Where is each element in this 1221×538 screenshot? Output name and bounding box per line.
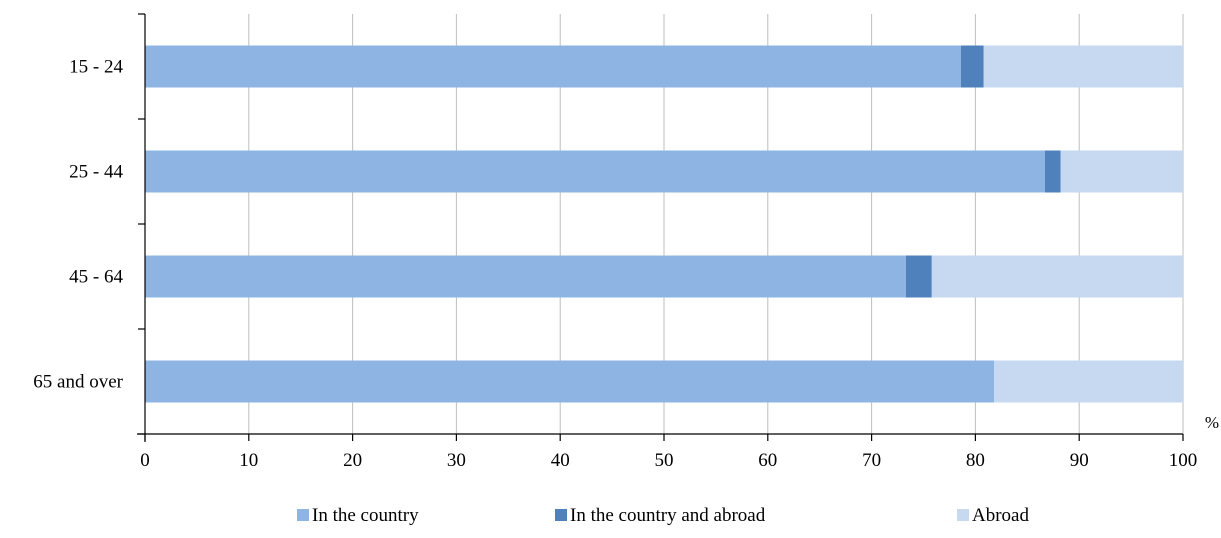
legend: In the country In the country and abroad A… (297, 505, 1029, 526)
bar-segment (960, 45, 984, 88)
x-tick-label: 0 (140, 450, 150, 471)
x-tick-label: 40 (551, 450, 570, 471)
x-tick-labels: 0 10 20 30 40 50 60 70 80 90 100 (140, 434, 1197, 471)
legend-label: In the country (312, 505, 419, 526)
x-tick-label: 20 (343, 450, 362, 471)
bar-segment (145, 360, 995, 403)
bar-segment (905, 255, 932, 298)
y-category-label: 65 and over (33, 372, 123, 393)
x-tick-label: 50 (655, 450, 674, 471)
bar-segment (145, 255, 906, 298)
bars (145, 45, 1183, 403)
legend-label: In the country and abroad (570, 505, 766, 526)
bar-segment (994, 360, 1183, 403)
x-tick-label: 100 (1169, 450, 1198, 471)
y-category-label: 25 - 44 (69, 162, 123, 183)
x-tick-label: 90 (1070, 450, 1089, 471)
bar-segment (1060, 150, 1183, 193)
legend-label: Abroad (972, 505, 1029, 526)
axes (137, 14, 1183, 442)
bar-segment (983, 45, 1183, 88)
x-tick-label: 70 (862, 450, 881, 471)
y-category-label: 15 - 24 (69, 57, 123, 78)
bar-segment (145, 45, 961, 88)
legend-swatch (555, 509, 567, 521)
x-tick-label: 80 (966, 450, 985, 471)
x-axis-unit-label: % (1205, 413, 1219, 432)
x-tick-label: 10 (239, 450, 258, 471)
legend-swatch (957, 509, 969, 521)
legend-swatch (297, 509, 309, 521)
y-category-label: 45 - 64 (69, 267, 123, 288)
bar-segment (1044, 150, 1061, 193)
bar-segment (931, 255, 1183, 298)
y-tick-labels: 15 - 24 25 - 44 45 - 64 65 and over (33, 13, 145, 435)
x-tick-label: 60 (758, 450, 777, 471)
x-tick-label: 30 (447, 450, 466, 471)
bar-segment (145, 150, 1045, 193)
